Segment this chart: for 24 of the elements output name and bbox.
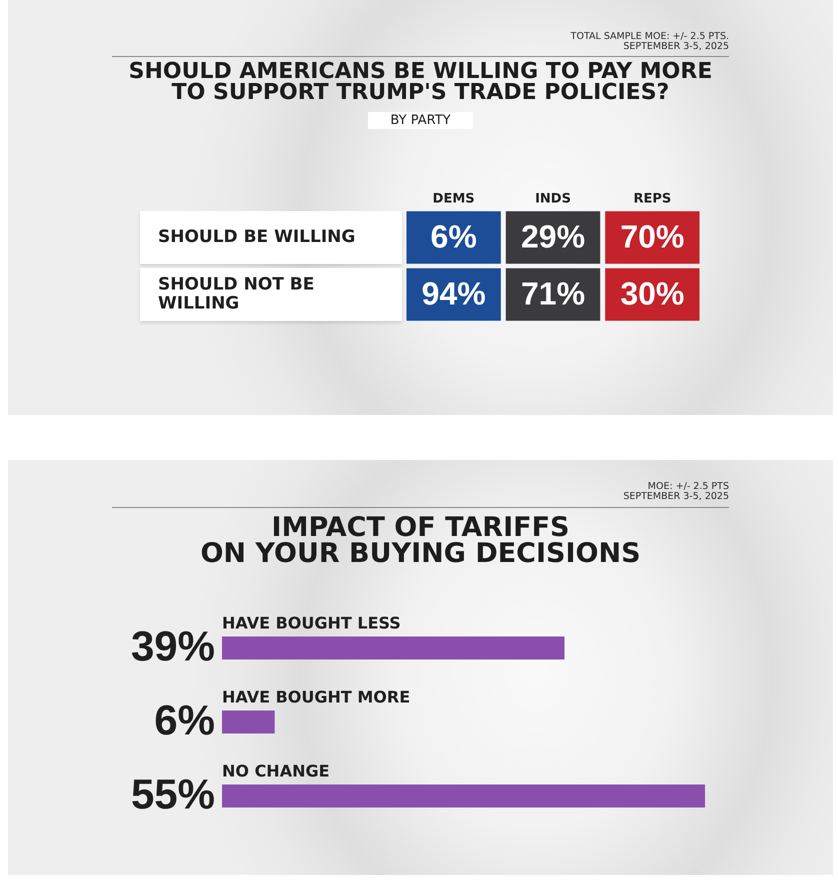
x-tick-label: REPS [633, 191, 672, 206]
data-label: 71% [520, 275, 586, 312]
text: TOTAL SAMPLE MOE: +/- 2.5 PTS. [570, 31, 729, 42]
text: SEPTEMBER 3-5, 2025 [623, 41, 729, 52]
y-tick-label: SHOULD NOT BE WILLING [158, 274, 314, 314]
data-label: 94% [422, 275, 486, 312]
data-label: 6% [430, 218, 477, 254]
text: SEPTEMBER 3-5, 2025 [623, 491, 729, 502]
data-label: 6% [154, 696, 215, 744]
y-tick-label: HAVE BOUGHT LESS [222, 614, 401, 633]
x-tick-label: DEMS [432, 191, 475, 206]
data-label: 55% [130, 770, 215, 818]
y-tick-label: SHOULD BE WILLING [158, 226, 356, 247]
y-tick-label: NO CHANGE [222, 762, 330, 781]
data-label: 70% [620, 218, 684, 254]
chart-title: SHOULD AMERICANS BE WILLING TO PAY MORE TO SUPPORT TRUMP'S TRADE POLICIES? [128, 59, 714, 105]
chart-title: IMPACT OF TARIFFS ON YOUR BUYING DECISIONS [199, 512, 642, 569]
data-label: 30% [620, 275, 684, 312]
text: MOE: +/- 2.5 PTS [648, 481, 729, 492]
data-label: 29% [520, 218, 586, 254]
chart-subtitle: BY PARTY [368, 112, 473, 129]
x-tick-label: INDS [535, 191, 571, 206]
data-label: 39% [130, 622, 215, 670]
y-tick-label: HAVE BOUGHT MORE [222, 688, 410, 707]
